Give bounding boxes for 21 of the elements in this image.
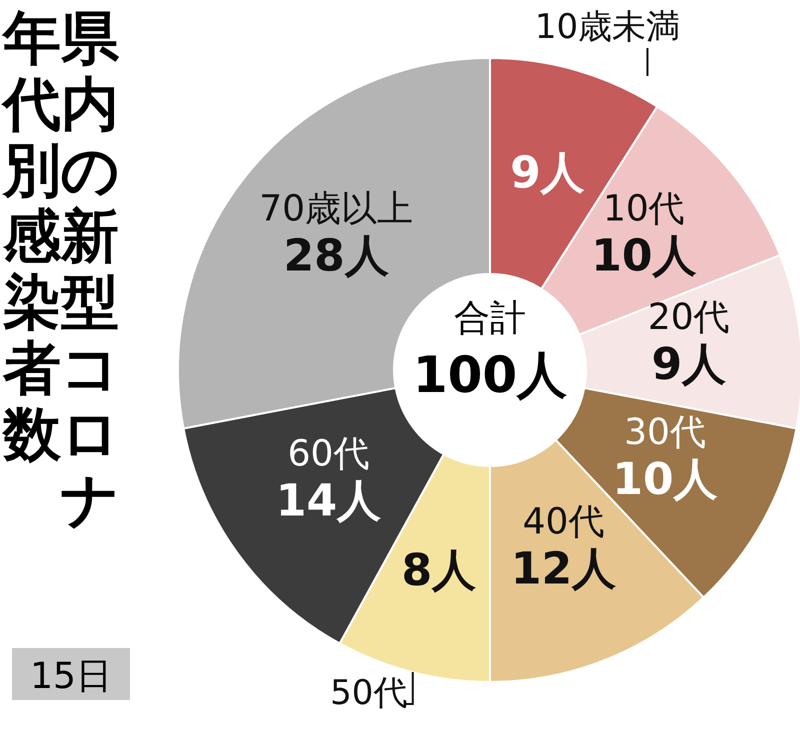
slice-label: 10代	[602, 188, 685, 230]
data-label: 10人	[591, 230, 696, 282]
text: 15日	[30, 656, 112, 697]
text: 合計	[454, 298, 526, 339]
slice-label: 60代	[288, 433, 370, 474]
data-label: 12人	[510, 544, 616, 595]
data-label: 9人	[510, 148, 585, 199]
data-label: 9人	[651, 339, 726, 390]
text: 県内の新型コロナ	[60, 4, 120, 534]
slice-label: 70歳以上	[259, 188, 414, 230]
slice-label: 30代	[624, 412, 706, 454]
slice-label: 20代	[648, 297, 730, 338]
slice-label: 50代	[330, 673, 408, 713]
text: 100人	[412, 346, 568, 404]
slice-label: 10歳未満	[534, 7, 680, 47]
text: 年代別感染者数	[1, 4, 62, 468]
slice-label: 40代	[522, 502, 604, 543]
data-label: 28人	[284, 230, 389, 282]
data-label: 14人	[276, 475, 382, 526]
data-label: 8人	[401, 544, 476, 596]
data-label: 10人	[612, 454, 718, 506]
